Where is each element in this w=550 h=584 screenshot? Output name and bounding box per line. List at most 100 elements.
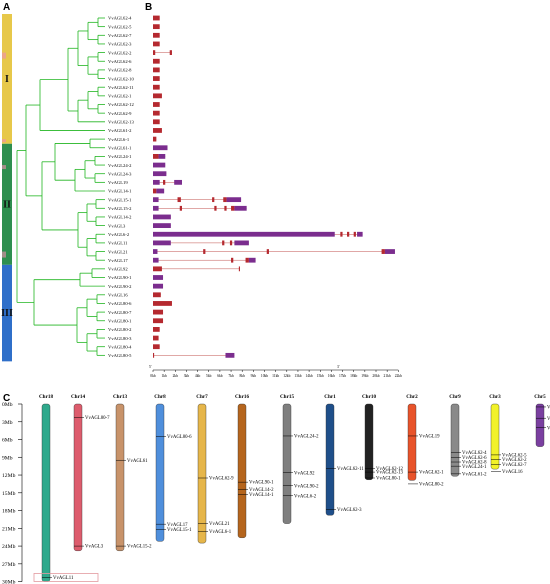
chromosome-name: Chr18: [39, 394, 54, 400]
chromosome-gene-label: VvAGL15-1: [167, 528, 192, 533]
exon-block: [223, 197, 227, 203]
exon-block: [245, 257, 249, 263]
exon-block: [153, 67, 160, 73]
exon-block: [153, 154, 159, 159]
exon-block: [153, 188, 157, 194]
clade-band-accent: [2, 165, 6, 170]
exon-block: [231, 257, 234, 263]
chromosome-gene-label: VvAGL62-4: [462, 451, 487, 456]
mb-axis-label: 6Mb: [2, 438, 13, 444]
chromosome-bar: [364, 403, 374, 480]
chromosome-gene-label: VvAGL62-2: [502, 458, 527, 463]
clade-label-II: II: [3, 199, 11, 210]
gene-label: VvAGL11: [108, 241, 128, 246]
chromosome-gene-label: VvAGL62-1: [419, 471, 444, 476]
utr-block: [153, 145, 168, 151]
chromosome-bar: [407, 403, 417, 481]
gene-label: VvAGL24-3: [108, 171, 132, 176]
chromosome-gene-label: VvAGL90-1: [249, 481, 274, 486]
scale-tick-label: 22kb: [395, 374, 402, 378]
utr-block: [174, 179, 182, 185]
exon-block: [222, 240, 225, 246]
exon-block: [153, 76, 160, 81]
chromosome-name: Chr3: [489, 394, 501, 400]
chromosome-gene-label: VvAGL80-2: [419, 483, 444, 488]
scale-tick-label: 13kb: [294, 374, 301, 378]
chromosome-gene-label: VvAGL24-1: [462, 465, 487, 470]
gene-label: VvAGL24-2: [108, 163, 132, 168]
utr-block: [153, 223, 171, 228]
clade-label-III: III: [1, 308, 13, 319]
gene-label: VvAGL80-7: [108, 310, 132, 315]
gene-label: VvAGL80-4: [108, 344, 132, 349]
chromosome-bar: [73, 403, 83, 552]
chromosome-gene-label: VvAGL6-1: [209, 530, 232, 535]
chromosome-gene-label: VvAGL14-1: [249, 493, 274, 498]
gene-label: VvAGL6-1: [108, 137, 130, 142]
clade-band-accent: [2, 251, 6, 258]
clade-band-I: [2, 14, 12, 144]
mb-axis-label: 27Mb: [2, 562, 16, 568]
exon-block: [153, 266, 162, 272]
exon-block: [381, 249, 385, 254]
utr-block: [357, 231, 363, 237]
scale-tick-label: 21kb: [384, 374, 391, 378]
exon-block: [153, 41, 160, 47]
exon-block: [340, 231, 343, 237]
scale-tick-label: 4kb: [195, 374, 201, 378]
mb-axis-label: 21Mb: [2, 526, 16, 532]
utr-block: [225, 352, 235, 358]
scale-tick-label: 16kb: [328, 374, 335, 378]
exon-block: [179, 205, 182, 211]
gene-label: VvAGL19: [108, 180, 128, 185]
utr-block: [153, 231, 335, 237]
chromosome-bar: [282, 403, 292, 524]
exon-block: [153, 292, 161, 298]
chromosome-name: Chr2: [406, 394, 418, 400]
chromosome-gene-label: VvAGL16: [502, 470, 523, 475]
chromosome-gene-label: VvAGL80-4: [547, 417, 550, 422]
chromosome-gene-label: VvAGL21: [209, 522, 230, 527]
gene-label: VvAGL61-2: [108, 128, 132, 133]
utr-block: [234, 240, 249, 246]
gene-label: VvAGL62-7: [108, 33, 132, 38]
clade-band-III: [2, 264, 12, 362]
chromosome-gene-label: VvAGL62-3: [337, 508, 362, 513]
scale-tick-label: 19kb: [361, 374, 368, 378]
mb-axis-label: 15Mb: [2, 491, 16, 497]
gene-label: VvAGL80-6: [108, 301, 132, 306]
clade-band-accent: [2, 139, 6, 143]
chromosome-gene-label: VvAGL80-5: [547, 406, 550, 411]
utr-block: [153, 275, 164, 280]
clade-band-accent: [2, 52, 6, 59]
chromosome-bar: [450, 403, 460, 477]
chromosome-map: 0Mb 3Mb 6Mb 9Mb 12Mb 15Mb 18Mb 21Mb 24Mb 27Mb 30Mb…: [2, 394, 550, 584]
scale-tick-label: 17kb: [339, 374, 346, 378]
panel-b-letter: B: [145, 2, 153, 13]
utr-block: [153, 205, 159, 211]
chromosome-bar: [325, 403, 335, 516]
scale-tick-label: 0kb: [150, 374, 156, 378]
chromosome-gene-label: VvAGL3: [85, 545, 104, 550]
gene-label: VvAGL21: [108, 249, 128, 254]
mb-axis-label: 12Mb: [2, 473, 16, 479]
scale-tick-label: 8kb: [240, 374, 246, 378]
exon-block: [153, 32, 160, 38]
chromosome-bar: [237, 403, 247, 538]
three-prime-mark: 3': [337, 365, 340, 369]
chromosome-gene-label: VvAGL11: [53, 576, 74, 581]
scale-tick-label: 10kb: [261, 374, 268, 378]
chromosome-gene-label: VvAGL24-2: [294, 435, 319, 440]
chromosome-gene-label: VvAGL62-12: [376, 467, 404, 472]
exon-block: [153, 309, 164, 315]
exon-block: [177, 197, 181, 203]
chromosome-gene-label: VvAGL62-8: [462, 461, 487, 466]
phylogeny-and-gene-structure: IIIIIIVvAGL62-4VvAGL62-5VvAGL62-7VvAGL62…: [1, 14, 402, 378]
chromosome-gene-label: VvAGL62-13: [376, 471, 404, 476]
utr-block: [153, 257, 159, 263]
utr-block: [234, 205, 247, 211]
chromosome-gene-label: VvAGL17: [167, 523, 188, 528]
chromosome-gene-label: VvAGL92: [294, 471, 315, 476]
exon-block: [153, 15, 160, 21]
exon-block: [153, 344, 160, 350]
